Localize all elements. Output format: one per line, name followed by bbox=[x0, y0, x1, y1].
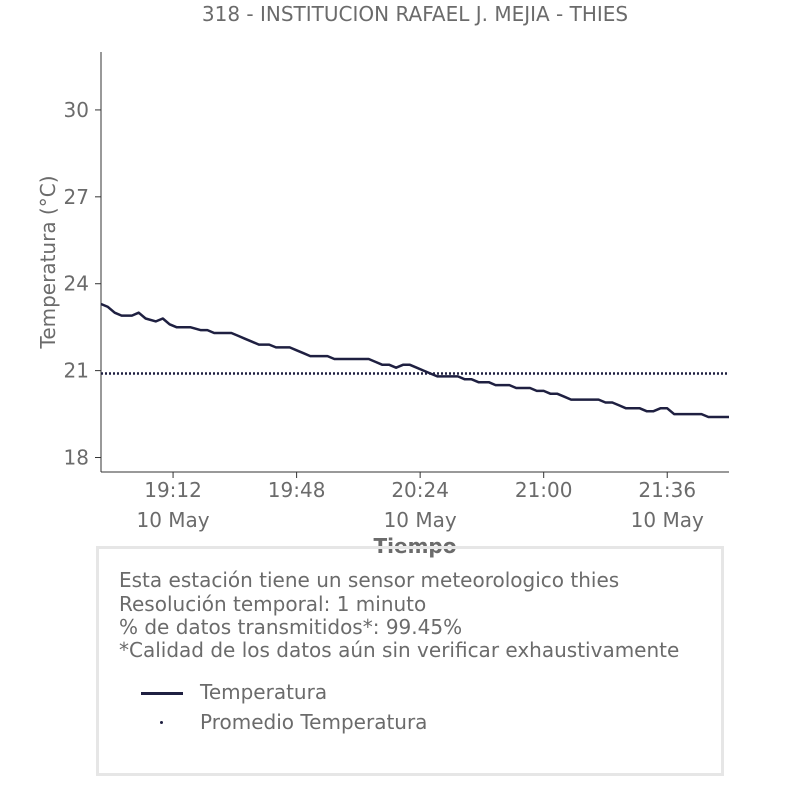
plot-area: 18 21 24 27 30 19:12 10 May 19:48 20:24 10 May 21… bbox=[64, 52, 729, 532]
x-tick-label: 21:00 bbox=[515, 478, 573, 502]
y-tick-label: 21 bbox=[64, 359, 89, 383]
legend-label: Temperatura bbox=[200, 680, 328, 704]
info-box: Esta estación tiene un sensor meteorolog… bbox=[96, 546, 724, 776]
x-tick-label: 20:24 bbox=[391, 478, 449, 502]
info-line-sensor: Esta estación tiene un sensor meteorolog… bbox=[119, 568, 620, 592]
info-line-resolution: Resolución temporal: 1 minuto bbox=[119, 592, 427, 616]
x-tick-label: 19:12 bbox=[144, 478, 202, 502]
x-tick-label: 19:48 bbox=[268, 478, 326, 502]
legend-dot-swatch bbox=[160, 721, 163, 724]
series-temperatura-line bbox=[100, 302, 729, 419]
x-ticks: 19:12 10 May 19:48 20:24 10 May 21:00 21:36 10 … bbox=[136, 472, 704, 532]
info-line-quality: *Calidad de los datos aún sin verificar … bbox=[119, 638, 680, 662]
y-tick-label: 18 bbox=[64, 446, 89, 470]
temperature-chart: 318 - INSTITUCION RAFAEL J. MEJIA - THIE… bbox=[36, 2, 729, 558]
y-tick-label: 30 bbox=[64, 98, 89, 122]
y-tick-label: 24 bbox=[64, 272, 89, 296]
x-tick-label: 21:36 bbox=[638, 478, 696, 502]
x-tick-date-label: 10 May bbox=[384, 508, 457, 532]
chart-title: 318 - INSTITUCION RAFAEL J. MEJIA - THIE… bbox=[202, 2, 628, 26]
info-line-transmitted: % de datos transmitidos*: 99.45% bbox=[119, 615, 463, 639]
x-tick-date-label: 10 May bbox=[631, 508, 704, 532]
legend-line-swatch bbox=[141, 692, 183, 695]
y-tick-label: 27 bbox=[64, 185, 89, 209]
y-ticks: 18 21 24 27 30 bbox=[64, 98, 101, 470]
x-tick-date-label: 10 May bbox=[136, 508, 209, 532]
y-axis-label: Temperatura (°C) bbox=[36, 175, 60, 349]
legend-label: Promedio Temperatura bbox=[200, 710, 428, 734]
series-layer bbox=[100, 302, 729, 419]
